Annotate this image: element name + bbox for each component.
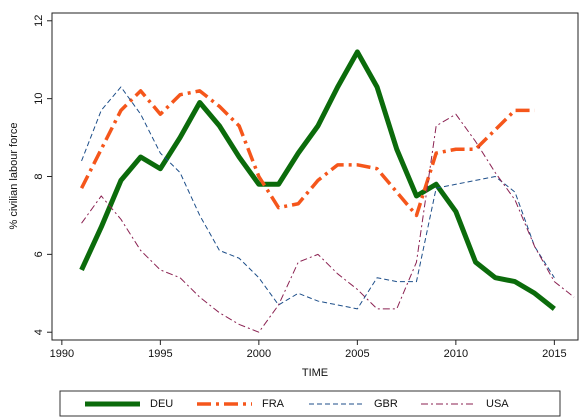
y-tick-label: 6 <box>33 251 45 257</box>
legend-label: GBR <box>374 398 398 410</box>
y-tick-label: 4 <box>33 329 45 335</box>
series-line <box>81 113 575 333</box>
x-tick-label: 2010 <box>444 348 468 360</box>
y-tick-label: 8 <box>33 173 45 179</box>
y-tick-label: 12 <box>33 15 45 27</box>
legend-label: USA <box>486 398 509 410</box>
series-line <box>79 49 556 311</box>
series-line <box>81 86 555 310</box>
y-tick-label: 10 <box>33 93 45 105</box>
plot-frame <box>51 12 579 341</box>
x-tick-label: 2005 <box>345 348 369 360</box>
x-tick-label: 2015 <box>542 348 566 360</box>
x-tick-label: 2000 <box>247 348 271 360</box>
x-tick-label: 1990 <box>50 348 74 360</box>
x-axis-label: TIME <box>302 367 328 379</box>
y-axis-label: % civilian labour force <box>8 123 20 230</box>
legend-label: FRA <box>262 398 285 410</box>
legend-label: DEU <box>150 398 173 410</box>
series-line <box>79 89 535 218</box>
x-tick-label: 1995 <box>148 348 172 360</box>
